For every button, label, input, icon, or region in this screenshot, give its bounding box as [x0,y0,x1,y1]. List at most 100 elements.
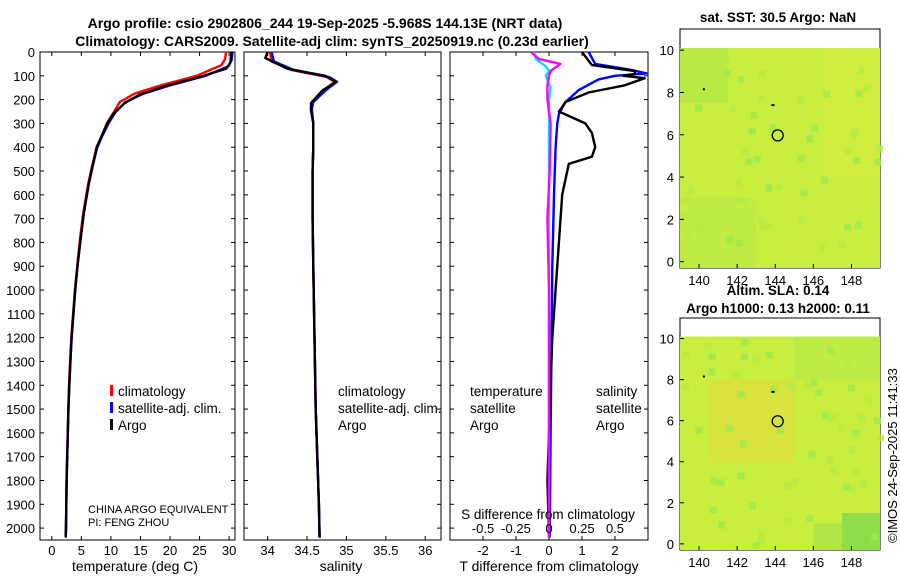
sal-legend-satellite: satellite-adj. clim. [338,401,442,416]
s-difference-tick-label: 0.25 [569,521,594,536]
sst-map-panel: 140 142 144 146 148 0 2 4 6 8 10 [660,28,883,288]
sla-map-x-tick-label: 140 [688,555,710,570]
temperature-x-tick-label: 15 [133,543,147,558]
sst-map-y-tick-label: 6 [667,128,674,143]
salinity-xlabel: salinity [320,558,363,574]
sal-legend-argo: Argo [338,418,367,433]
sla-map-field-patch [813,523,842,550]
sst-map-cell [765,184,773,192]
sst-map-y-tick-label: 8 [667,85,674,100]
sst-map-cell [737,75,745,83]
temperature-x-tick-label: 30 [222,543,236,558]
sst-map-y-tick-label: 10 [660,43,674,58]
difference-series-salinity-argo [530,51,562,538]
sst-map-cell [682,197,690,205]
sst-map-cell [736,239,744,247]
sst-map-x-tick-label: 142 [726,273,748,288]
sla-map-cell [785,517,793,525]
depth-tick-label: 1800 [6,473,35,488]
sla-map-y-tick-label: 2 [667,496,674,511]
temperature-series-argo [64,51,233,538]
difference-x-tick-label: -2 [477,543,489,558]
sla-map-cell [704,340,712,348]
sla-map-cell [848,485,856,493]
sst-map-cell [729,105,737,113]
sla-map-cell [770,385,778,393]
sla-map-cell [847,384,855,392]
sla-map-cell [708,353,716,361]
s-difference-tick-label: 0 [545,521,552,536]
salinity-x-tick-label: 34 [260,543,274,558]
sla-map-cell [741,353,749,361]
sst-map-cell [757,216,765,224]
sla-map-y-tick-label: 10 [660,332,674,347]
temperature-frame [39,51,236,541]
temperature-x-tick-label: 10 [104,543,118,558]
sla-map-cell [815,389,823,397]
sst-map-cell [759,223,767,231]
sst-map-cell [758,70,766,78]
sla-map-y-tick-label: 8 [667,373,674,388]
sst-map-cell [811,124,819,132]
sst-map-cell [680,213,688,221]
salinity-x-tick-label: 35.5 [373,543,398,558]
depth-axis: 0 100 200 300 400 500 600 700 800 900 1000 1100 1200… [6,45,35,536]
salinity-frame [243,51,442,541]
temp-legend-satellite: satellite-adj. clim. [118,401,222,416]
diff-legend-temperature-heading: temperature [470,384,543,399]
sla-map-cell [806,515,814,523]
depth-tick-label: 1400 [6,378,35,393]
sla-map-cell [752,541,760,549]
figure-title-line2: Climatology: CARS2009. Satellite-adj cli… [75,33,589,49]
difference-x-tick-label: 0 [545,543,552,558]
sst-map-cell [687,186,695,194]
sst-map-cell [851,128,859,136]
sst-map-cell [843,223,851,231]
data-point-marker [702,375,705,378]
sla-map-cell [741,338,749,346]
salinity-x-tick-label: 36 [418,543,432,558]
sla-map-cell [791,478,799,486]
sst-map-cell [775,183,783,191]
sla-map-cell [777,418,785,426]
data-point-marker [771,390,775,393]
sla-map-cell [852,429,860,437]
sst-map-cell [818,244,826,252]
argo-float-marker [771,415,784,428]
sst-map-cell [685,85,693,93]
sst-map-x-tick-label: 148 [841,273,863,288]
depth-tick-label: 400 [13,140,35,155]
s-difference-tick-label: -0.5 [472,521,494,536]
difference-x-tick-label: 1 [578,543,585,558]
sla-map-cell [718,521,726,529]
sla-map-cell [784,381,792,389]
temp-legend-argo: Argo [118,418,147,433]
sst-map-cell [855,221,863,229]
sla-map-cell [829,414,837,422]
sla-map-title-line1: Altim. SLA: 0.14 [727,283,830,298]
sla-map-cell [695,427,703,435]
sla-map-cell [851,468,859,476]
sst-map-x-tick-label: 144 [764,273,786,288]
sst-map-y-tick-label: 4 [667,170,674,185]
sst-map-cell [748,127,756,135]
annotation-program: CHINA ARGO EQUIVALENT [88,504,229,516]
depth-tick-label: 1300 [6,354,35,369]
sst-map-title: sat. SST: 30.5 Argo: NaN [700,10,856,25]
sla-map-panel: 140 142 144 146 148 0 2 4 6 8 10 [660,317,885,570]
sla-map-cell [826,456,834,464]
sst-map-y-tick-label: 0 [667,255,674,270]
sst-map-cell [726,236,734,244]
sst-map-cell [863,84,871,92]
sla-map-y-tick-label: 6 [667,414,674,429]
depth-tick-label: 800 [13,235,35,250]
sla-map-field-patch [794,336,880,380]
sst-map-cell [750,111,758,119]
sst-map-cell [734,179,742,187]
difference-series-temperature-argo [546,51,646,538]
s-difference-label: S difference from climatology [461,507,635,522]
sst-map-cell [697,224,705,232]
sst-map-cell [722,55,730,63]
argo-float-marker [771,129,784,142]
sla-map-cell [837,423,845,431]
